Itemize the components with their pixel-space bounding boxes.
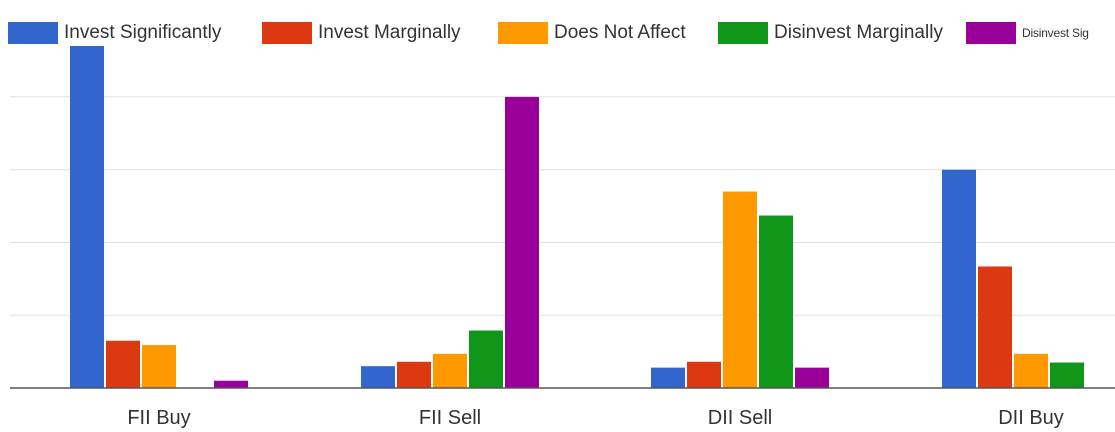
bar-fii-sell-does-not-affect xyxy=(433,353,467,388)
bar-fii-sell-disinvest-significantly xyxy=(505,96,539,389)
legend-label: Disinvest Marginally xyxy=(774,22,943,43)
bar-fii-sell-invest-marginally xyxy=(397,361,431,388)
bar-fii-buy-invest-marginally xyxy=(106,340,140,388)
bar-fii-buy-disinvest-significantly xyxy=(214,380,248,388)
legend-label: Invest Significantly xyxy=(64,22,222,43)
x-tick-label: DII Sell xyxy=(708,407,772,429)
x-tick-label: DII Buy xyxy=(998,407,1064,429)
bar-dii-sell-invest-significantly xyxy=(651,367,685,388)
legend-label: Invest Marginally xyxy=(318,22,461,43)
bar-fii-buy-invest-significantly xyxy=(70,46,104,388)
bar-dii-sell-invest-marginally xyxy=(687,361,721,388)
chart-legend: Invest Significantly Invest Marginally D… xyxy=(0,0,1115,70)
bar-dii-buy-does-not-affect xyxy=(1014,353,1048,388)
legend-item-invest-significantly: Invest Significantly xyxy=(8,22,221,44)
legend-swatch xyxy=(966,22,1016,44)
legend-label: Does Not Affect xyxy=(554,22,686,43)
x-tick-label: FII Buy xyxy=(127,407,190,429)
legend-item-does-not-affect: Does Not Affect xyxy=(498,22,686,44)
bar-dii-sell-disinvest-marginally xyxy=(759,215,793,388)
x-tick-label: FII Sell xyxy=(419,407,481,429)
bar-fii-buy-does-not-affect xyxy=(142,345,176,388)
x-axis-ticks: FII Buy FII Sell DII Sell DII Buy xyxy=(127,407,1063,429)
legend-swatch xyxy=(262,22,312,44)
bar-dii-buy-invest-marginally xyxy=(978,266,1012,388)
legend-swatch xyxy=(498,22,548,44)
gridlines xyxy=(10,96,1115,316)
bar-dii-sell-does-not-affect xyxy=(723,191,757,388)
legend-swatch xyxy=(718,22,768,44)
legend-item-disinvest-significantly: Disinvest Sig xyxy=(966,22,1089,44)
bar-dii-buy-disinvest-marginally xyxy=(1050,362,1084,388)
legend-label: Disinvest Sig xyxy=(1022,26,1089,40)
bar-dii-buy-invest-significantly xyxy=(942,169,976,388)
legend-swatch xyxy=(8,22,58,44)
bar-fii-sell-disinvest-marginally xyxy=(469,330,503,388)
bar-dii-sell-disinvest-significantly xyxy=(795,367,829,388)
legend-item-disinvest-marginally: Disinvest Marginally xyxy=(718,22,943,44)
legend-item-invest-marginally: Invest Marginally xyxy=(262,22,461,44)
bars xyxy=(70,46,1084,389)
bar-fii-sell-invest-significantly xyxy=(361,366,395,388)
